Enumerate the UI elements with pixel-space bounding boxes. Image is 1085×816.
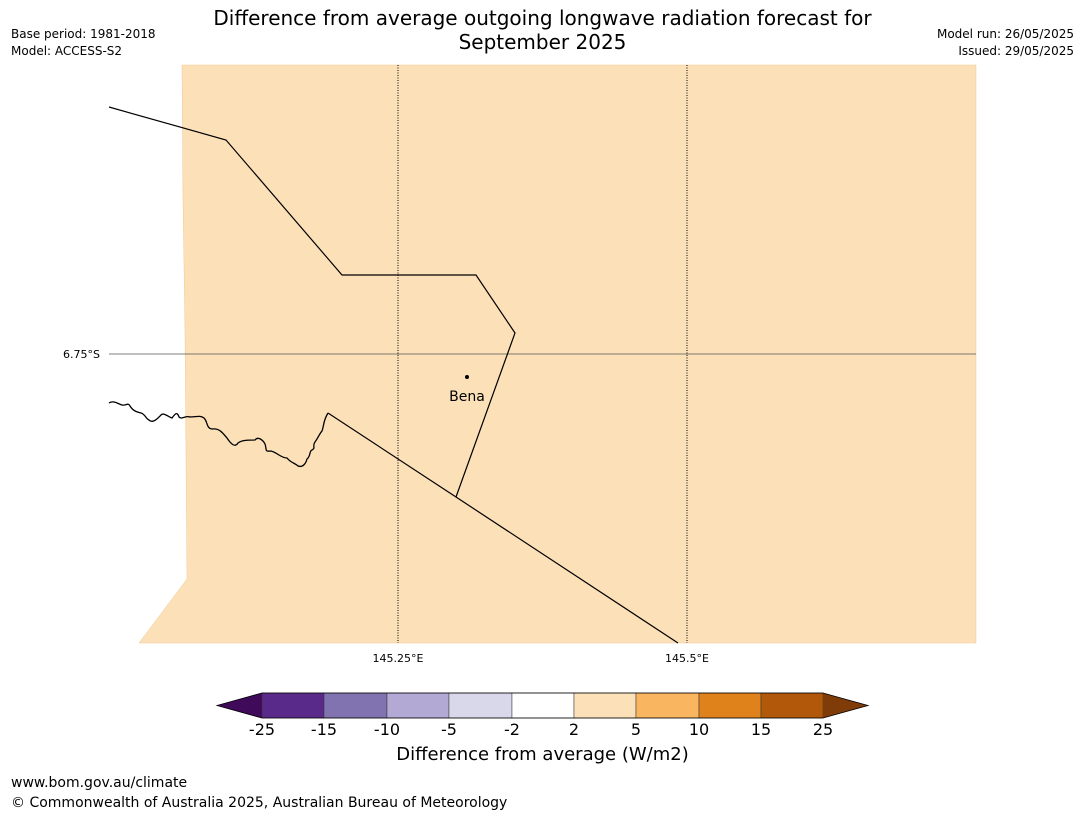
- colorbar-tick: -15: [310, 720, 338, 739]
- map-title: Difference from average outgoing longwav…: [0, 6, 1085, 54]
- colorbar-outline: [215, 692, 870, 719]
- colorbar-tick: 15: [750, 720, 772, 739]
- colorbar-segment: [698, 692, 762, 719]
- coastline: [108, 401, 329, 468]
- colorbar: [215, 692, 870, 719]
- colorbar-segment: [386, 692, 450, 719]
- colorbar-segment: [760, 692, 824, 719]
- issued-date: Issued: 29/05/2025: [958, 44, 1074, 58]
- colorbar-segment: [511, 692, 575, 719]
- colorbar-tick: -10: [373, 720, 401, 739]
- model-name: Model: ACCESS-S2: [11, 44, 123, 58]
- latitude-label-6-75s: 6.75°S: [63, 348, 100, 361]
- colorbar-tick: 10: [688, 720, 710, 739]
- longitude-label-145-5e: 145.5°E: [665, 652, 709, 665]
- colorbar-label: Difference from average (W/m2): [396, 744, 689, 765]
- colorbar-tick: -5: [441, 720, 457, 739]
- title-line-1: Difference from average outgoing longwav…: [213, 6, 872, 30]
- colorbar-segment: [448, 692, 513, 719]
- colorbar-segment: [635, 692, 700, 719]
- boundary-upper: [108, 106, 516, 498]
- footer-copyright: © Commonwealth of Australia 2025, Austra…: [11, 795, 508, 811]
- model-run: Model run: 26/05/2025: [936, 27, 1074, 41]
- colorbar-extend-low: [217, 693, 262, 718]
- longitude-label-145-25e: 145.25°E: [373, 652, 424, 665]
- bena-label: Bena: [449, 389, 485, 405]
- bena-marker: [465, 375, 469, 379]
- colorbar-extend-high: [823, 693, 868, 718]
- colorbar-tick: -2: [504, 720, 520, 739]
- colorbar-segment: [573, 692, 637, 719]
- footer-url: www.bom.gov.au/climate: [11, 775, 188, 791]
- colorbar-segment: [261, 692, 325, 719]
- title-line-2: September 2025: [458, 30, 627, 54]
- colorbar-segment: [323, 692, 388, 719]
- base-period: Base period: 1981-2018: [11, 27, 156, 41]
- boundary-lower: [327, 412, 679, 644]
- colorbar-tick: 5: [630, 720, 642, 739]
- colorbar-tick: -25: [248, 720, 276, 739]
- colorbar-tick: 25: [812, 720, 834, 739]
- colorbar-tick: 2: [568, 720, 580, 739]
- meta-left: Base period: 1981-2018 Model: ACCESS-S2: [11, 26, 156, 60]
- meta-right: Model run: 26/05/2025 Issued: 29/05/2025: [937, 26, 1074, 60]
